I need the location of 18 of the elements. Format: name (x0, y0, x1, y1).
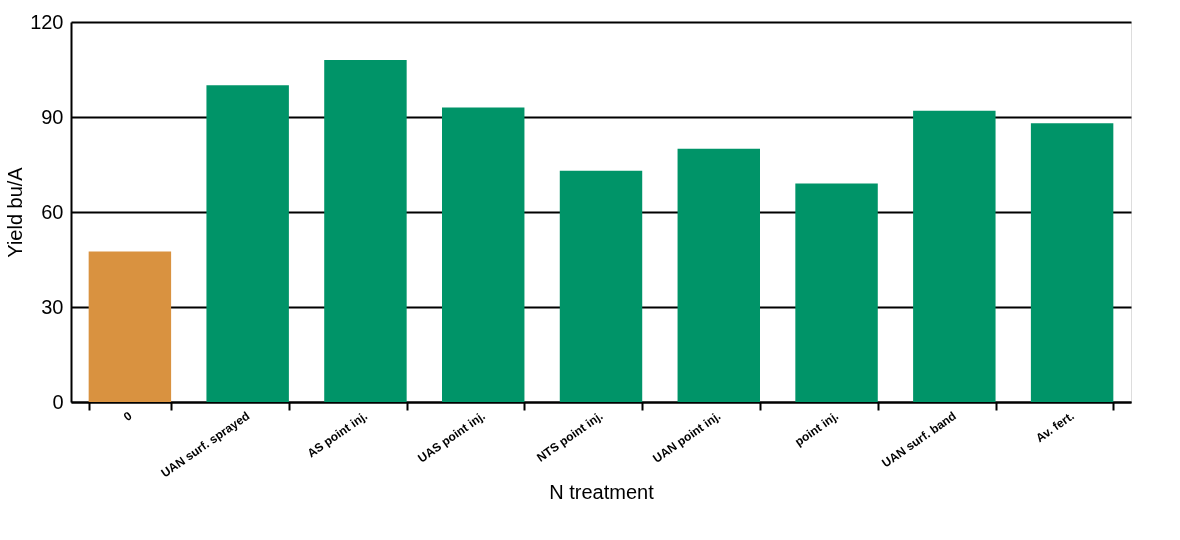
bar (324, 60, 407, 402)
bar (559, 170, 643, 402)
x-tick-label: 0 (120, 408, 135, 425)
bar (913, 110, 996, 402)
y-tick-label: 0 (52, 390, 64, 413)
x-axis-title: N treatment (549, 481, 655, 504)
bar (1030, 123, 1114, 402)
y-tick-label: 60 (41, 200, 64, 223)
bar (677, 148, 760, 402)
bar (442, 107, 525, 402)
bar (206, 85, 289, 402)
y-axis-title: Yield bu/A (4, 166, 27, 258)
y-tick-label: 120 (30, 10, 64, 33)
bar (88, 251, 172, 402)
bar (795, 183, 878, 402)
x-tick-label: Av. fert. (1033, 408, 1077, 446)
y-tick-label: 90 (41, 105, 64, 128)
y-tick-label: 30 (41, 295, 64, 318)
